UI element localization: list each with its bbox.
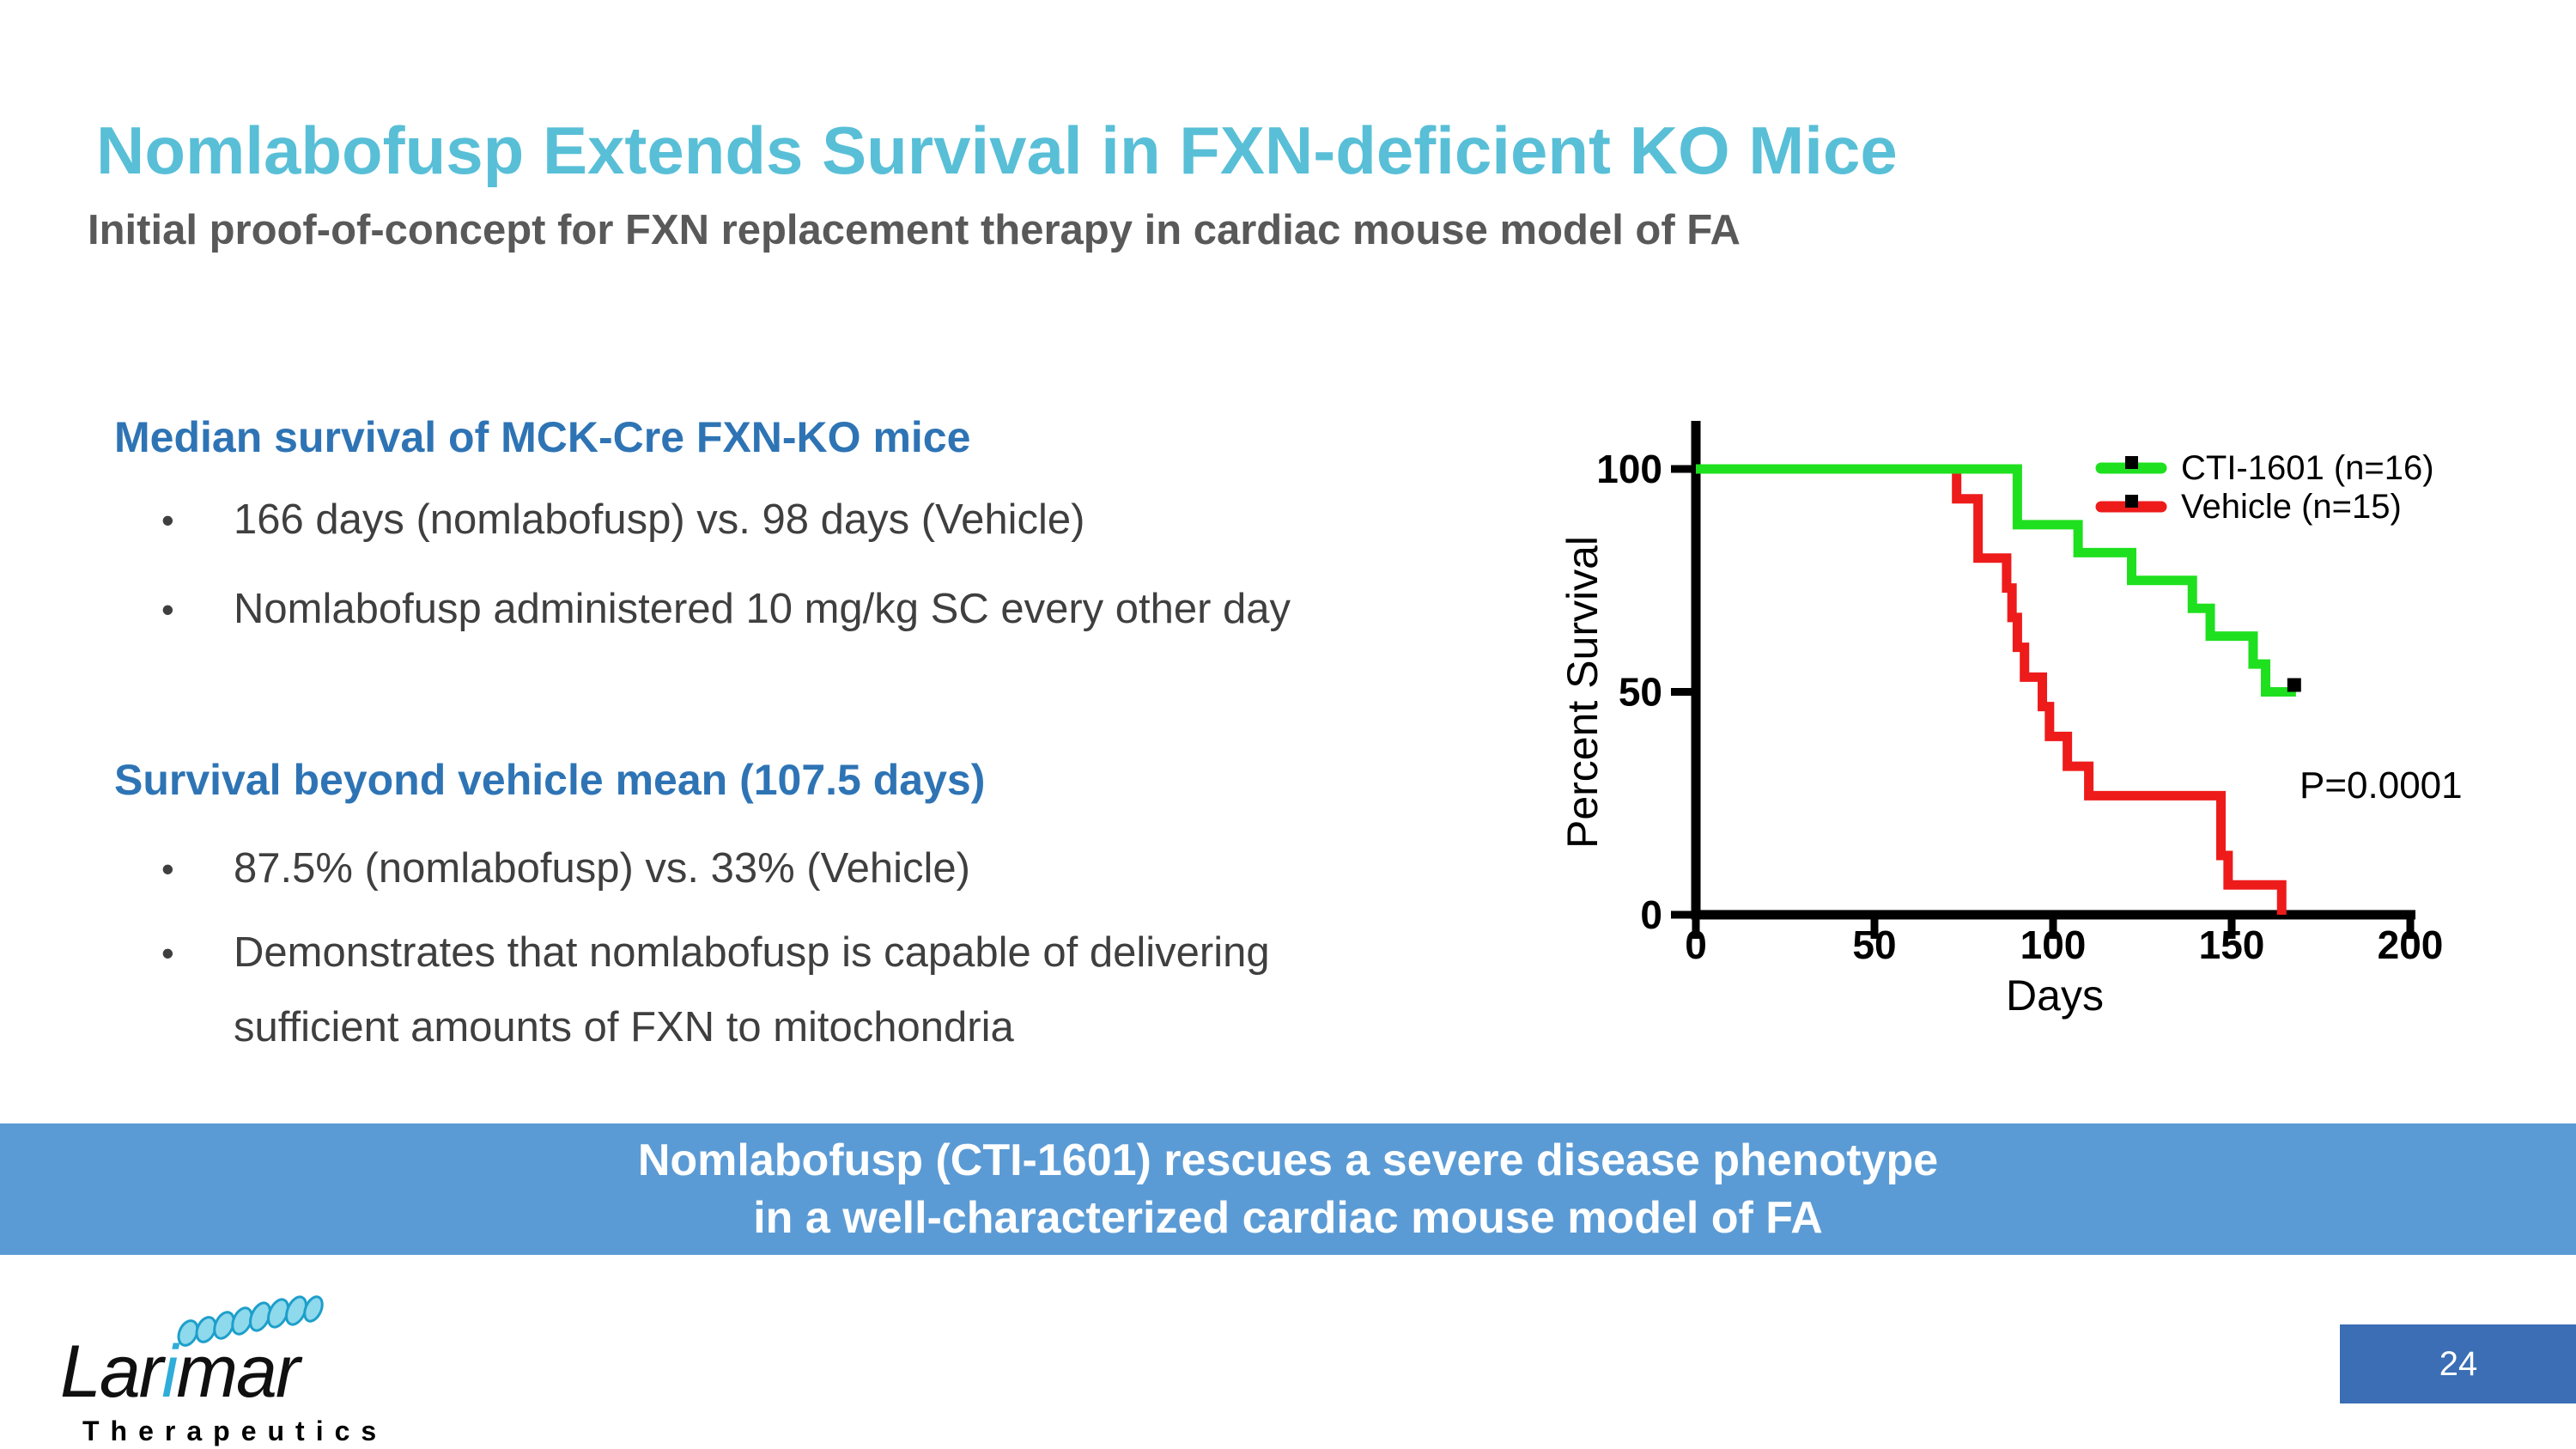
p-value-annotation: P=0.0001 xyxy=(2300,764,2463,807)
bullet-icon: • xyxy=(161,933,174,973)
x-axis-label: Days xyxy=(2006,971,2104,1020)
bullet-icon: • xyxy=(161,589,174,630)
logo-word-mar: mar xyxy=(176,1330,300,1413)
page-subtitle: Initial proof-of-concept for FXN replace… xyxy=(88,207,1741,253)
section-heading-median-survival: Median survival of MCK-Cre FXN-KO mice xyxy=(114,413,971,461)
bullet-text: 166 days (nomlabofusp) vs. 98 days (Vehi… xyxy=(234,496,1085,543)
bullet-icon: • xyxy=(161,849,174,889)
y-axis-tick-label: 50 xyxy=(1619,670,1662,715)
survival-curve-vehicle xyxy=(1696,464,2287,915)
logo-wordmark: Larimar xyxy=(60,1330,301,1415)
banner-line-2: in a well-characterized cardiac mouse mo… xyxy=(753,1192,1823,1243)
banner: Nomlabofusp (CTI-1601) rescues a severe … xyxy=(0,1123,2576,1255)
bullet-fxn-delivery: • Demonstrates that nomlabofusp is capab… xyxy=(161,916,1324,1065)
page-number: 24 xyxy=(2439,1344,2478,1383)
survival-chart: 0 50 100 150 200 0 50 100 Percent Survival Days CT… xyxy=(1563,421,2463,1020)
legend-label: CTI-1601 (n=16) xyxy=(2181,449,2434,487)
censor-mark xyxy=(2287,678,2301,692)
page-number-box: 24 xyxy=(2340,1324,2576,1403)
y-axis-tick-label: 100 xyxy=(1596,447,1662,491)
logo-subtext: Therapeutics xyxy=(82,1416,388,1446)
bullet-percent-survival: • 87.5% (nomlabofusp) vs. 33% (Vehicle) xyxy=(161,831,970,906)
helix-icon xyxy=(177,1295,324,1347)
legend-censor-tick-icon xyxy=(2125,456,2138,469)
chart-content: 0 50 100 150 200 0 50 100 Percent Survival Days CT… xyxy=(1563,447,2463,1020)
banner-line-1: Nomlabofusp (CTI-1601) rescues a severe … xyxy=(637,1135,1939,1185)
y-axis-label: Percent Survival xyxy=(1563,536,1607,849)
x-axis-tick-label: 150 xyxy=(2199,922,2265,967)
bullet-survival-days: • 166 days (nomlabofusp) vs. 98 days (Ve… xyxy=(161,483,1084,557)
x-axis-tick-label: 200 xyxy=(2378,922,2444,967)
bullet-text: Demonstrates that nomlabofusp is capable… xyxy=(234,929,1270,1050)
page-title: Nomlabofusp Extends Survival in FXN-defi… xyxy=(96,113,1898,188)
legend-censor-tick-icon xyxy=(2125,495,2138,508)
x-axis-tick-label: 100 xyxy=(2020,922,2087,967)
larimar-logo: Larimar Therapeutics xyxy=(52,1280,378,1449)
logo-word-lar: Lar xyxy=(60,1330,163,1413)
survival-curve-cti-1601 xyxy=(1696,464,2296,697)
y-axis-tick-label: 0 xyxy=(1640,892,1662,937)
legend-label: Vehicle (n=15) xyxy=(2181,488,2402,526)
logo-word-i: i xyxy=(161,1330,178,1413)
bullet-text: Nomlabofusp administered 10 mg/kg SC eve… xyxy=(234,586,1291,632)
bullet-dosing: • Nomlabofusp administered 10 mg/kg SC e… xyxy=(161,572,1291,647)
x-axis-tick-label: 0 xyxy=(1685,922,1707,967)
section-heading-survival-beyond-mean: Survival beyond vehicle mean (107.5 days… xyxy=(114,756,986,804)
bullet-icon: • xyxy=(161,500,174,540)
x-axis-tick-label: 50 xyxy=(1852,922,1896,967)
bullet-text: 87.5% (nomlabofusp) vs. 33% (Vehicle) xyxy=(234,845,970,892)
